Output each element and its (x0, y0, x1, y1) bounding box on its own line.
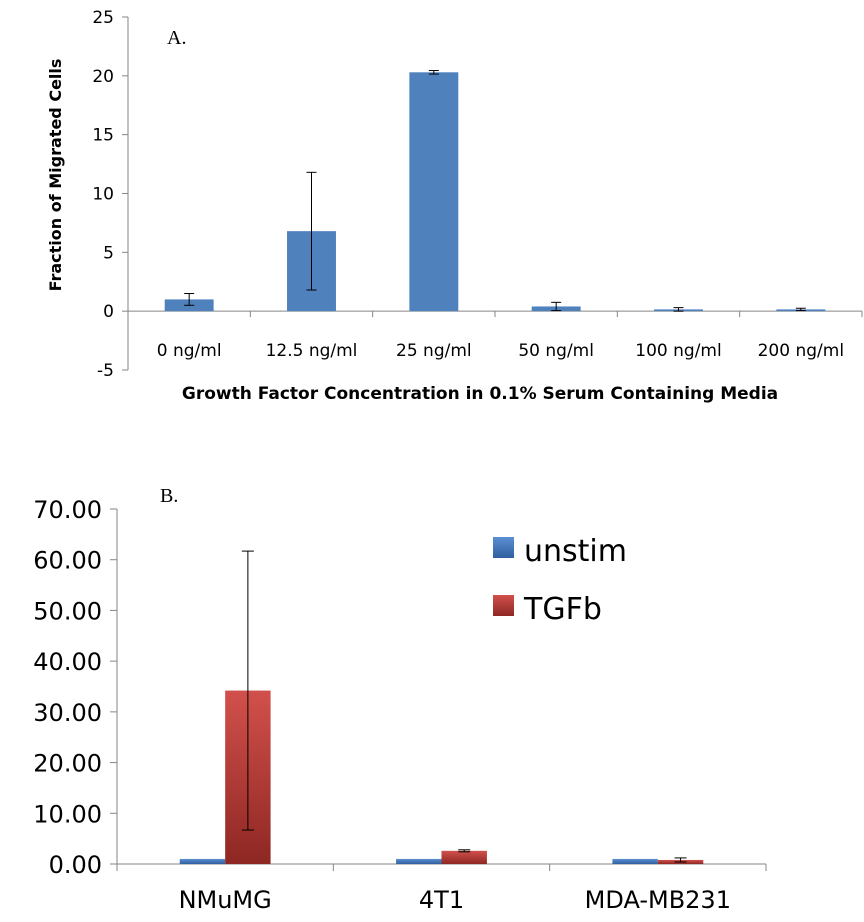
legend-label-unstim: unstim (524, 534, 627, 569)
panel-a-x-axis-title: Growth Factor Concentration in 0.1% Seru… (182, 384, 778, 404)
panel-a-x-tick-label: 100 ng/ml (635, 341, 721, 361)
panel-a-x-tick-label: 25 ng/ml (396, 341, 472, 361)
panel-b-bar-unstim (396, 858, 442, 864)
panel-a-y-tick-label: 15 (92, 126, 114, 146)
panel-b-marks: 70.00 60.00 50.00 40.00 30.00 20.00 10.00 0.00 N… (33, 496, 767, 914)
panel-a-bar (409, 72, 459, 312)
panel-a-y-tick-label: 5 (103, 243, 114, 263)
panel-b-x-tick-label: 4T1 (419, 886, 464, 914)
panel-b-x-tick-label: NMuMG (179, 886, 272, 914)
panel-b-bar-unstim (612, 858, 658, 864)
panel-b-bar-tgfb (441, 850, 487, 864)
legend-swatch-tgfb (493, 595, 514, 616)
panel-a-label: A. (167, 27, 186, 49)
panel-a-y-tick-label: 25 (92, 8, 114, 28)
panel-a-y-tick-label: -5 (97, 361, 114, 381)
panel-b-y-tick-label: 40.00 (33, 648, 102, 676)
panel-b-label: B. (160, 485, 178, 507)
panel-b-legend: unstim TGFb (493, 534, 627, 627)
panel-a-x-tick-label: 50 ng/ml (518, 341, 594, 361)
panel-b-y-tick-label: 60.00 (33, 547, 102, 575)
panel-b-bar-unstim (179, 858, 226, 864)
panel-a-x-tick-label: 12.5 ng/ml (266, 341, 358, 361)
legend-swatch-unstim (493, 537, 514, 558)
panel-b-y-tick-label: 50.00 (33, 597, 102, 625)
legend-label-tgfb: TGFb (523, 592, 602, 627)
panel-a-y-tick-label: 0 (103, 302, 114, 322)
panel-a-y-tick-label: 10 (92, 185, 114, 205)
panel-b-y-tick-label: 30.00 (33, 699, 102, 727)
panel-b-y-tick-label: 20.00 (33, 750, 102, 778)
panel-b-x-tick-label: MDA-MB231 (585, 886, 731, 914)
panel-b-y-tick-label: 10.00 (33, 800, 102, 828)
panel-b-y-tick-label: 0.00 (49, 851, 102, 879)
panel-a-x-tick-label: 200 ng/ml (758, 341, 844, 361)
panel-a-marks: 25 20 15 10 5 0 -5 0 ng/ml 12.5 ng/ml 25 ng/ml 50 … (92, 8, 863, 381)
panel-a-y-axis-title: Fraction of Migrated Cells (46, 59, 65, 292)
panel-a-y-tick-label: 20 (92, 67, 114, 87)
panel-a-x-tick-label: 0 ng/ml (157, 341, 222, 361)
panel-b-y-tick-label: 70.00 (33, 496, 102, 524)
